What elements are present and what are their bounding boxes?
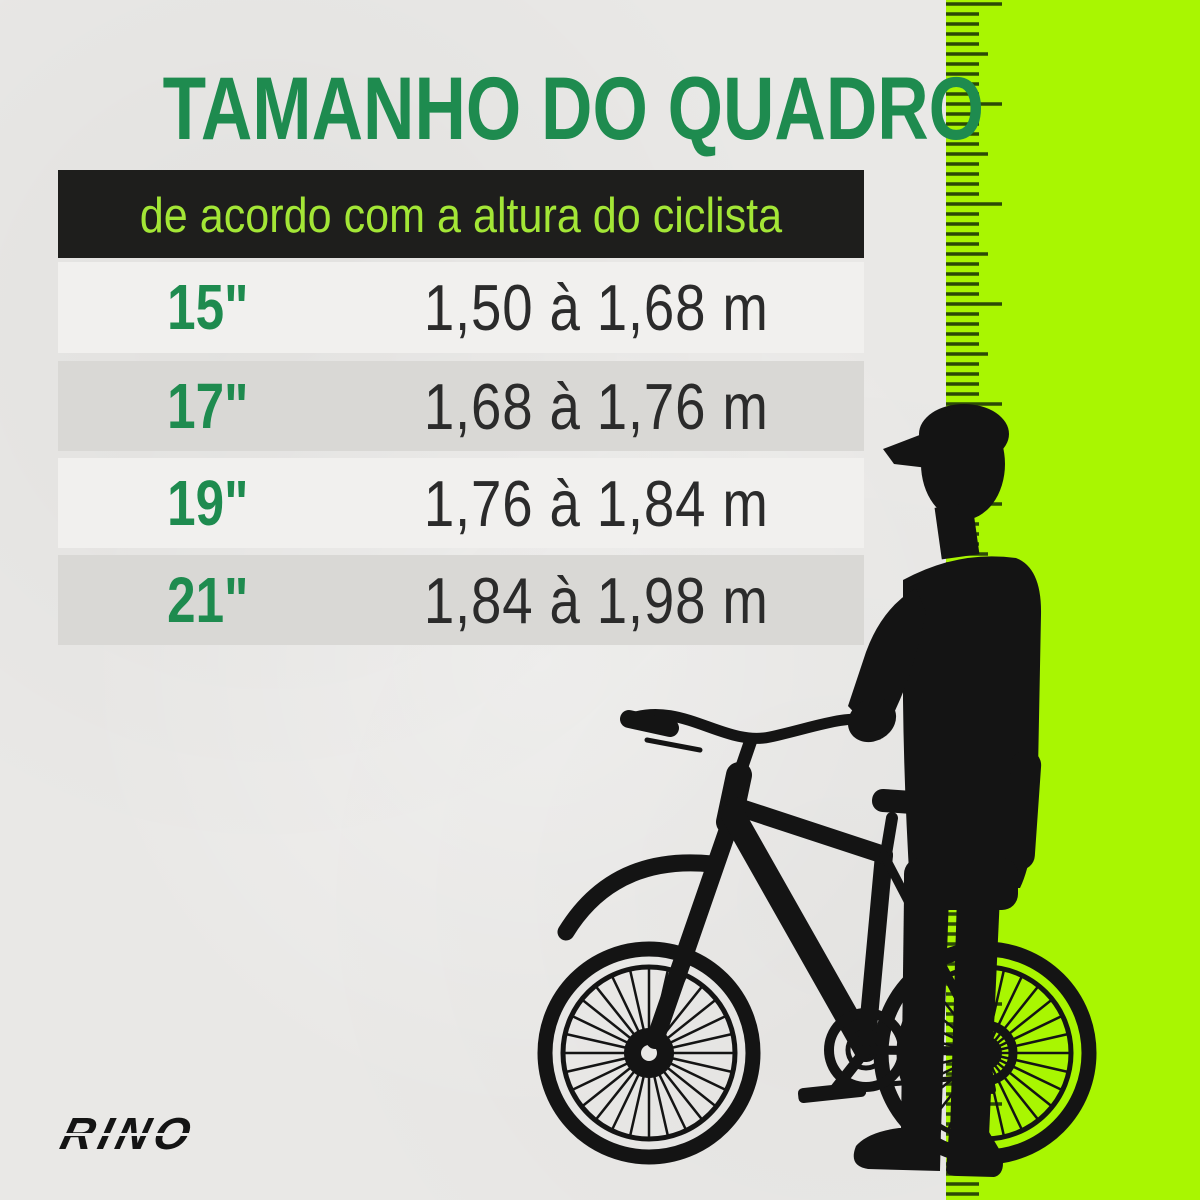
subtitle-banner: de acordo com a altura do ciclista: [58, 170, 864, 258]
front-rim: [560, 964, 738, 1142]
frame-size-cell: 15": [58, 262, 358, 353]
right-forearm: [1004, 750, 1042, 870]
front-wheel-spokes: [561, 965, 737, 1141]
height-range-value: 1,68 à 1,76 m: [423, 370, 769, 443]
subtitle-text: de acordo com a altura do ciclista: [139, 189, 783, 243]
front-leg: [901, 895, 949, 1132]
left-grip: [620, 710, 679, 737]
back-leg: [950, 895, 1000, 1136]
frame-size-cell: 19": [58, 458, 358, 548]
frame-size-cell: 17": [58, 361, 358, 451]
frame-size-value: 15": [167, 271, 249, 343]
table-row: 21" 1,84 à 1,98 m: [58, 555, 864, 645]
frame-size-value: 17": [167, 370, 249, 442]
height-range-cell: 1,50 à 1,68 m: [376, 262, 816, 353]
top-tube: [726, 797, 893, 864]
front-fender: [557, 854, 721, 941]
brand-logo: RINO: [56, 1108, 278, 1159]
back-foot: [946, 1132, 1003, 1177]
height-range-cell: 1,84 à 1,98 m: [376, 555, 816, 645]
frame-size-cell: 21": [58, 555, 358, 645]
stem: [732, 733, 758, 782]
height-range-value: 1,84 à 1,98 m: [423, 564, 769, 637]
frame-size-value: 21": [167, 564, 249, 636]
front-foot: [853, 1128, 941, 1171]
cap-bill: [883, 431, 930, 468]
height-range-cell: 1,76 à 1,84 m: [376, 458, 816, 548]
brake-lever: [644, 737, 703, 753]
person-silhouette: [847, 404, 1042, 1177]
neck: [934, 502, 980, 560]
handlebar: [623, 708, 878, 744]
front-tire: [537, 941, 761, 1165]
table-row: 17" 1,68 à 1,76 m: [58, 361, 864, 451]
left-hand: [847, 697, 897, 743]
chainring-inner: [845, 1029, 887, 1071]
table-row: 15" 1,50 à 1,68 m: [58, 262, 864, 353]
height-range-value: 1,76 à 1,84 m: [423, 467, 769, 540]
front-hub-hole: [641, 1045, 657, 1061]
frame-size-value: 19": [167, 467, 249, 539]
page-title: TAMANHO DO QUADRO: [60, 60, 984, 156]
height-range-value: 1,50 à 1,68 m: [423, 271, 769, 344]
down-tube: [721, 803, 878, 1062]
table-row: 19" 1,76 à 1,84 m: [58, 458, 864, 548]
page-title-text: TAMANHO DO QUADRO: [162, 58, 985, 158]
torso: [903, 556, 1042, 888]
fork: [646, 803, 743, 1049]
pedal: [797, 1081, 867, 1104]
head: [921, 408, 1005, 520]
height-range-cell: 1,68 à 1,76 m: [376, 361, 816, 451]
